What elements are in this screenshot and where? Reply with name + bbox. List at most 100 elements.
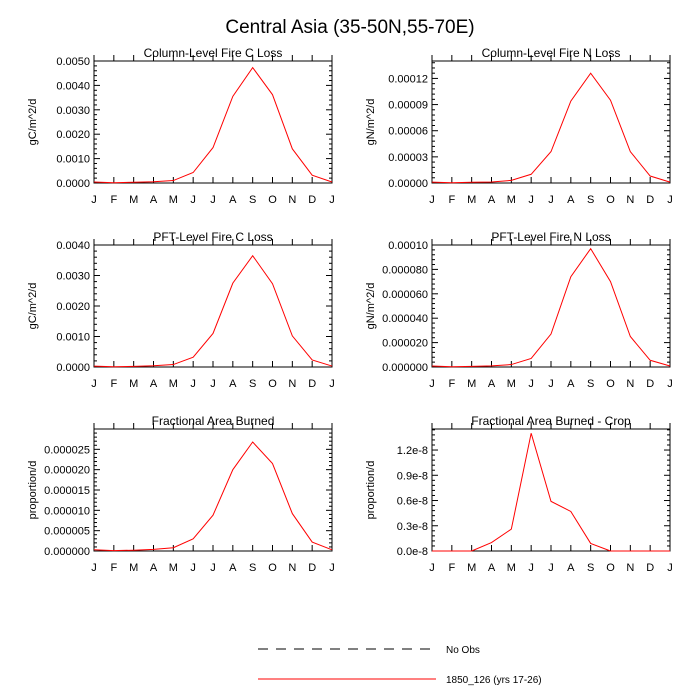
x-tick-label: O	[268, 562, 277, 574]
x-tick-label: M	[169, 378, 178, 390]
x-tick-label: D	[308, 562, 316, 574]
series-line	[431, 72, 671, 184]
x-tick-label: J	[329, 378, 335, 390]
x-tick-label: J	[210, 194, 216, 206]
y-tick-label: 0.00006	[388, 126, 428, 138]
x-tick-label: A	[488, 562, 496, 574]
panel-title: Column-Level Fire N Loss	[482, 46, 621, 60]
series-line	[431, 247, 671, 368]
x-tick-label: J	[210, 562, 216, 574]
y-axis-label: proportion/d	[27, 461, 39, 520]
series-line	[93, 254, 333, 368]
y-tick-label: 0.000080	[382, 264, 428, 276]
x-tick-label: N	[626, 562, 634, 574]
plot-frame	[431, 60, 671, 184]
figure-title: Central Asia (35-50N,55-70E)	[225, 17, 474, 38]
x-tick-label: J	[528, 562, 534, 574]
y-tick-label: 0.000010	[44, 505, 90, 517]
series-line	[432, 433, 670, 552]
x-tick-label: A	[150, 194, 158, 206]
y-tick-label: 0.0000	[56, 178, 90, 190]
panel-title: PFT-Level Fire N Loss	[491, 230, 610, 244]
plot-frame	[93, 428, 333, 552]
plot-frame	[93, 244, 333, 368]
y-tick-label: 0.0040	[56, 240, 90, 252]
x-tick-label: O	[268, 194, 277, 206]
y-axis-label: gN/m^2/d	[365, 99, 377, 146]
x-tick-label: A	[150, 378, 158, 390]
x-tick-label: J	[210, 378, 216, 390]
y-tick-label: 0.00010	[388, 240, 428, 252]
x-tick-label: M	[129, 562, 138, 574]
y-tick-label: 0.00000	[388, 178, 428, 190]
x-tick-label: A	[150, 562, 158, 574]
y-tick-label: 0.3e-8	[397, 521, 428, 533]
x-tick-label: M	[507, 562, 516, 574]
y-tick-label: 0.00012	[388, 73, 428, 85]
x-tick-label: A	[567, 194, 575, 206]
panel-title: PFT-Level Fire C Loss	[153, 230, 272, 244]
y-tick-label: 0.0040	[56, 80, 90, 92]
y-axis-label: gC/m^2/d	[27, 99, 39, 146]
x-tick-label: O	[606, 194, 615, 206]
x-tick-label: A	[488, 378, 496, 390]
legend-label-no-obs: No Obs	[446, 645, 480, 656]
x-tick-label: M	[467, 562, 476, 574]
x-tick-label: S	[249, 378, 256, 390]
y-tick-label: 0.0020	[56, 301, 90, 313]
x-tick-label: J	[528, 194, 534, 206]
x-tick-label: D	[646, 378, 654, 390]
x-tick-label: S	[587, 378, 594, 390]
legend: No Obs 1850_126 (yrs 17-26)	[258, 645, 542, 686]
x-tick-label: F	[110, 562, 117, 574]
x-tick-label: A	[567, 562, 575, 574]
x-tick-label: N	[288, 562, 296, 574]
y-axis-label: gC/m^2/d	[27, 283, 39, 330]
x-tick-label: A	[567, 378, 575, 390]
plot-frame	[431, 428, 671, 552]
x-tick-label: J	[548, 562, 554, 574]
series-line	[93, 66, 333, 184]
x-tick-label: J	[548, 378, 554, 390]
x-tick-label: D	[646, 562, 654, 574]
y-tick-label: 0.000025	[44, 444, 90, 456]
y-tick-label: 1.2e-8	[397, 445, 428, 457]
y-axis-label: gN/m^2/d	[365, 283, 377, 330]
x-tick-label: M	[507, 378, 516, 390]
x-tick-label: M	[467, 378, 476, 390]
y-tick-label: 0.0010	[56, 154, 90, 166]
x-tick-label: S	[587, 562, 594, 574]
x-tick-label: F	[448, 378, 455, 390]
x-tick-label: O	[606, 378, 615, 390]
y-tick-label: 0.0000	[56, 362, 90, 374]
y-tick-label: 0.000005	[44, 526, 90, 538]
y-tick-label: 0.0e-8	[397, 546, 428, 558]
x-tick-label: J	[91, 194, 97, 206]
x-tick-label: N	[288, 194, 296, 206]
x-tick-label: M	[507, 194, 516, 206]
x-tick-label: O	[606, 562, 615, 574]
x-tick-label: M	[169, 562, 178, 574]
panel-6: Fractional Area Burned - Cropproportion/…	[365, 414, 673, 574]
y-tick-label: 0.000015	[44, 485, 90, 497]
x-tick-label: A	[488, 194, 496, 206]
series-line	[93, 441, 333, 552]
x-tick-label: J	[667, 378, 673, 390]
y-tick-label: 0.00009	[388, 100, 428, 112]
x-tick-label: D	[308, 194, 316, 206]
x-tick-label: J	[329, 562, 335, 574]
x-tick-label: J	[91, 562, 97, 574]
x-tick-label: J	[429, 562, 435, 574]
x-tick-label: O	[268, 378, 277, 390]
x-tick-label: F	[448, 562, 455, 574]
legend-label-series: 1850_126 (yrs 17-26)	[446, 675, 542, 686]
y-tick-label: 0.000020	[382, 338, 428, 350]
x-tick-label: M	[467, 194, 476, 206]
y-tick-label: 0.0030	[56, 105, 90, 117]
x-tick-label: F	[448, 194, 455, 206]
